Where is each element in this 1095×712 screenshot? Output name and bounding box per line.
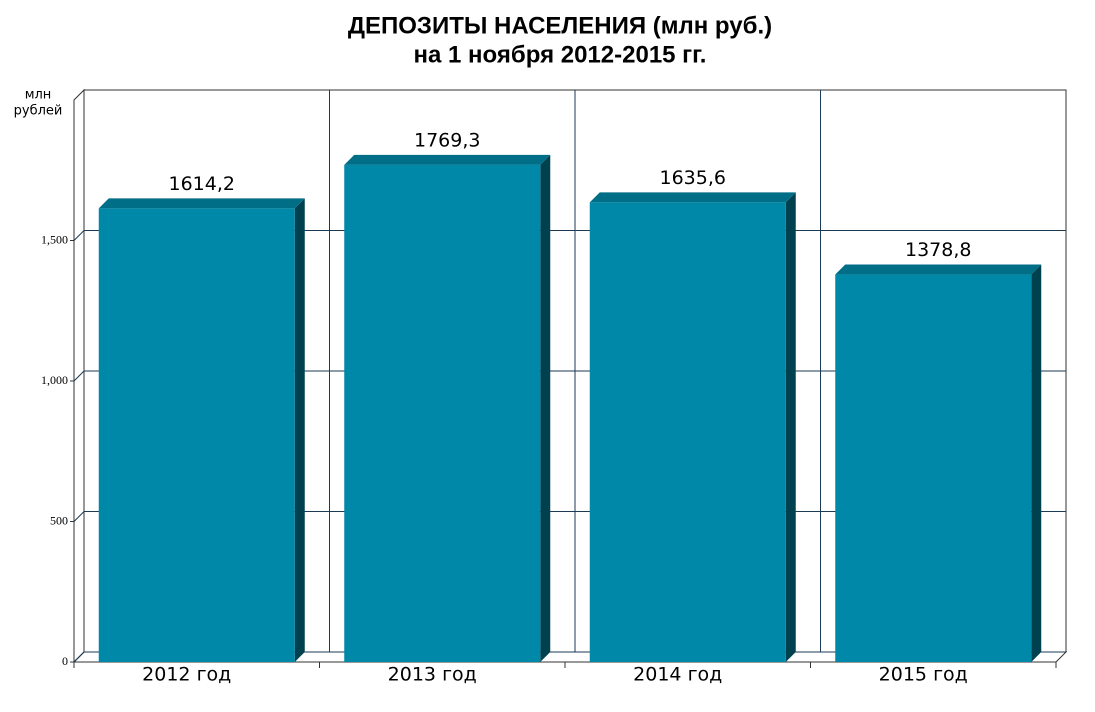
- x-tick-label: 2014 год: [633, 664, 722, 686]
- bar-side: [294, 198, 305, 663]
- bar-side: [540, 154, 551, 662]
- bar: [835, 274, 1032, 662]
- y-tick-label: 1,500: [41, 232, 68, 246]
- bar-top: [98, 198, 305, 209]
- bar-top: [589, 192, 796, 203]
- bar-side: [1031, 264, 1042, 662]
- bar-side: [785, 192, 796, 662]
- y-axis-label: млн: [25, 88, 52, 103]
- value-label: 1614,2: [169, 173, 235, 195]
- chart-subtitle: на 1 ноября 2012-2015 гг.: [414, 41, 707, 68]
- bar: [98, 208, 295, 663]
- value-label: 1769,3: [414, 129, 480, 151]
- bar: [589, 202, 786, 662]
- y-tick-label: 500: [50, 513, 68, 527]
- x-tick-label: 2013 год: [388, 664, 477, 686]
- value-label: 1378,8: [905, 239, 971, 261]
- y-tick-label: 1,000: [41, 373, 68, 387]
- x-tick-label: 2015 год: [879, 664, 968, 686]
- bar: [344, 164, 541, 662]
- bar-top: [344, 154, 551, 165]
- y-axis-label: рублей: [14, 104, 63, 119]
- x-tick-label: 2012 год: [142, 664, 231, 686]
- y-tick-label: 0: [62, 654, 68, 668]
- chart-title: ДЕПОЗИТЫ НАСЕЛЕНИЯ (млн руб.): [348, 12, 772, 39]
- bar-top: [835, 264, 1042, 275]
- value-label: 1635,6: [660, 167, 726, 189]
